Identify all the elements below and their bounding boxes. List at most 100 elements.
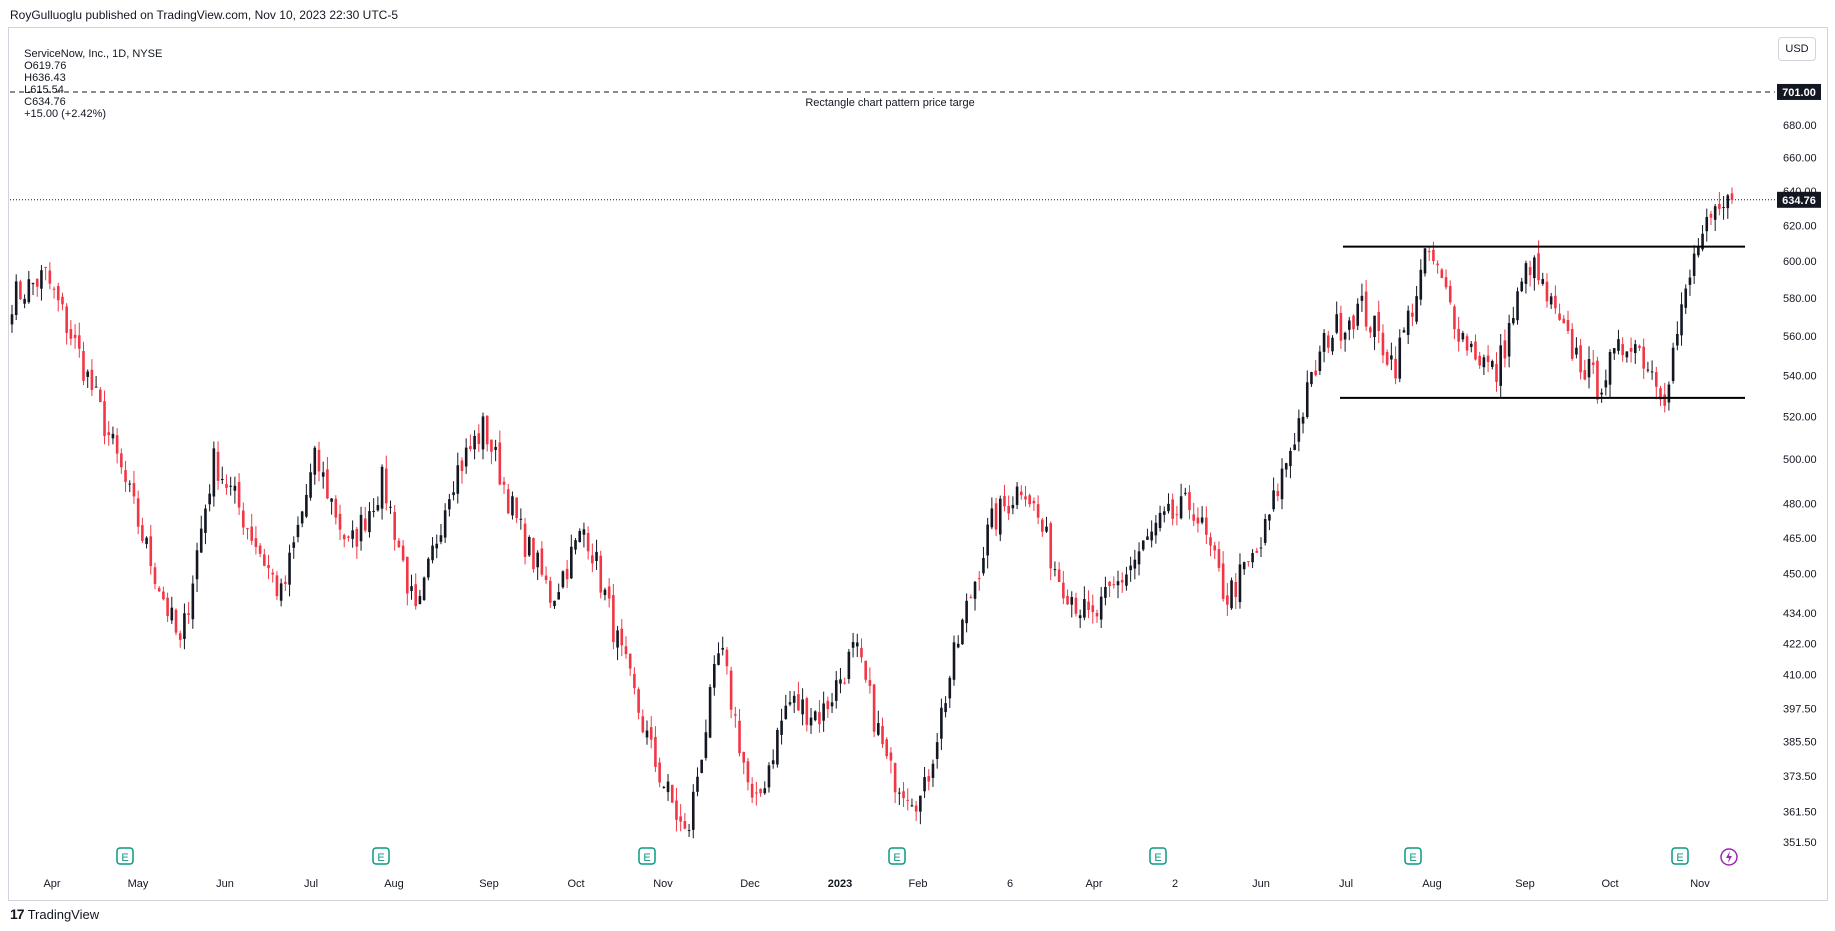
- candle-body: [1411, 312, 1414, 317]
- candle-body: [1091, 605, 1095, 613]
- candle-body: [35, 278, 39, 287]
- candle-body: [1318, 351, 1322, 372]
- candle-body: [1537, 253, 1540, 281]
- candle-body: [208, 493, 211, 505]
- candle-body: [1398, 337, 1402, 379]
- time-tick: Sep: [479, 878, 499, 890]
- candle-body: [1234, 582, 1238, 597]
- price-axis[interactable]: 351.50 361.50 373.50 385.50 397.50 410.00 422.…: [1783, 120, 1817, 849]
- candle-body: [1108, 581, 1111, 586]
- candle-body: [326, 469, 329, 499]
- candle-body: [1226, 595, 1229, 605]
- candle-body: [1638, 345, 1641, 349]
- candle-body: [1453, 306, 1456, 330]
- candle-body: [746, 761, 750, 783]
- candle-body: [868, 680, 872, 686]
- candle-body: [178, 633, 182, 640]
- candle-body: [56, 286, 60, 301]
- candle-body: [1289, 450, 1292, 467]
- candle-body: [1583, 370, 1587, 380]
- candle-body: [801, 699, 804, 715]
- candle-body: [330, 498, 333, 502]
- candle-body: [641, 716, 645, 733]
- candle-body: [1427, 251, 1431, 253]
- candle-body: [410, 586, 413, 592]
- candle-body: [204, 508, 207, 533]
- candle-body: [1415, 296, 1418, 322]
- candle-body: [162, 591, 165, 600]
- price-tick: 373.50: [1783, 771, 1817, 783]
- candle-body: [1036, 504, 1040, 518]
- price-tick: 560.00: [1783, 331, 1817, 343]
- candle-body: [1141, 540, 1145, 550]
- candle-body: [1263, 519, 1267, 543]
- candle-body: [1726, 195, 1730, 209]
- candle-body: [1280, 468, 1284, 500]
- earnings-marker-label: E: [121, 852, 128, 864]
- candle-body: [893, 763, 897, 793]
- candle-body: [1310, 372, 1313, 385]
- price-tick: 640.00: [1783, 186, 1817, 198]
- chart-frame[interactable]: [8, 27, 1828, 901]
- candle-body: [199, 528, 203, 553]
- candle-body: [1032, 500, 1036, 504]
- candle-body: [527, 537, 531, 556]
- candle-body: [1305, 382, 1309, 417]
- price-tick: 465.00: [1783, 533, 1817, 545]
- candle-body: [830, 702, 834, 707]
- candle-body: [397, 540, 401, 548]
- earnings-marker: [1404, 847, 1422, 865]
- candle-body: [1549, 296, 1553, 305]
- candle-body: [759, 788, 762, 794]
- candle-body: [612, 595, 615, 643]
- candle-body: [998, 498, 1002, 535]
- candle-body: [452, 492, 455, 496]
- candle-body: [595, 551, 598, 561]
- time-axis[interactable]: Apr May Jun Jul Aug Sep Oct Nov Dec 2023 Feb 6 Apr 2 J…: [43, 878, 1710, 890]
- candle-body: [128, 483, 132, 485]
- candle-body: [990, 508, 994, 528]
- candle-body: [616, 630, 619, 648]
- earnings-marker: [116, 847, 134, 865]
- candle-body: [1469, 343, 1473, 347]
- candle-body: [654, 736, 657, 767]
- candle-body: [334, 498, 338, 518]
- candle-body: [847, 651, 851, 679]
- candle-body: [502, 481, 506, 485]
- candle-body: [69, 328, 73, 339]
- symbol-legend: ServiceNow, Inc., 1D, NYSE O619.76 H636.…: [18, 36, 162, 120]
- target-price-box: [1777, 83, 1821, 100]
- candle-body: [1629, 347, 1633, 352]
- candle-body: [1402, 330, 1406, 333]
- candle-body: [347, 536, 350, 538]
- candle-body: [1600, 392, 1603, 395]
- candle-body: [599, 555, 603, 593]
- candle-body: [490, 439, 493, 452]
- earnings-marker-label: E: [893, 852, 900, 864]
- candle-body: [1293, 444, 1296, 450]
- candle-body: [166, 597, 169, 616]
- price-tick: 422.00: [1783, 638, 1817, 650]
- candle-body: [712, 663, 716, 688]
- candle-body: [923, 777, 926, 792]
- candle-body: [1436, 263, 1439, 266]
- candle-body: [1112, 584, 1116, 586]
- candle-body: [107, 432, 111, 436]
- candle-body: [1070, 597, 1074, 605]
- candle-body: [1184, 492, 1187, 494]
- legend-close: C634.76: [24, 96, 66, 108]
- price-tick: 397.50: [1783, 703, 1817, 715]
- candle-body: [250, 526, 254, 541]
- candle-body: [574, 540, 577, 550]
- candle-body: [1062, 582, 1065, 599]
- candle-body: [1053, 569, 1057, 571]
- candle-body: [1057, 569, 1061, 583]
- candle-body: [961, 619, 964, 645]
- candle-body: [561, 571, 565, 588]
- currency-button[interactable]: USD: [1778, 37, 1816, 61]
- candle-body: [73, 334, 77, 339]
- candle-body: [717, 653, 720, 665]
- rectangle-pattern: [1340, 245, 1745, 399]
- candle-body: [1663, 394, 1667, 406]
